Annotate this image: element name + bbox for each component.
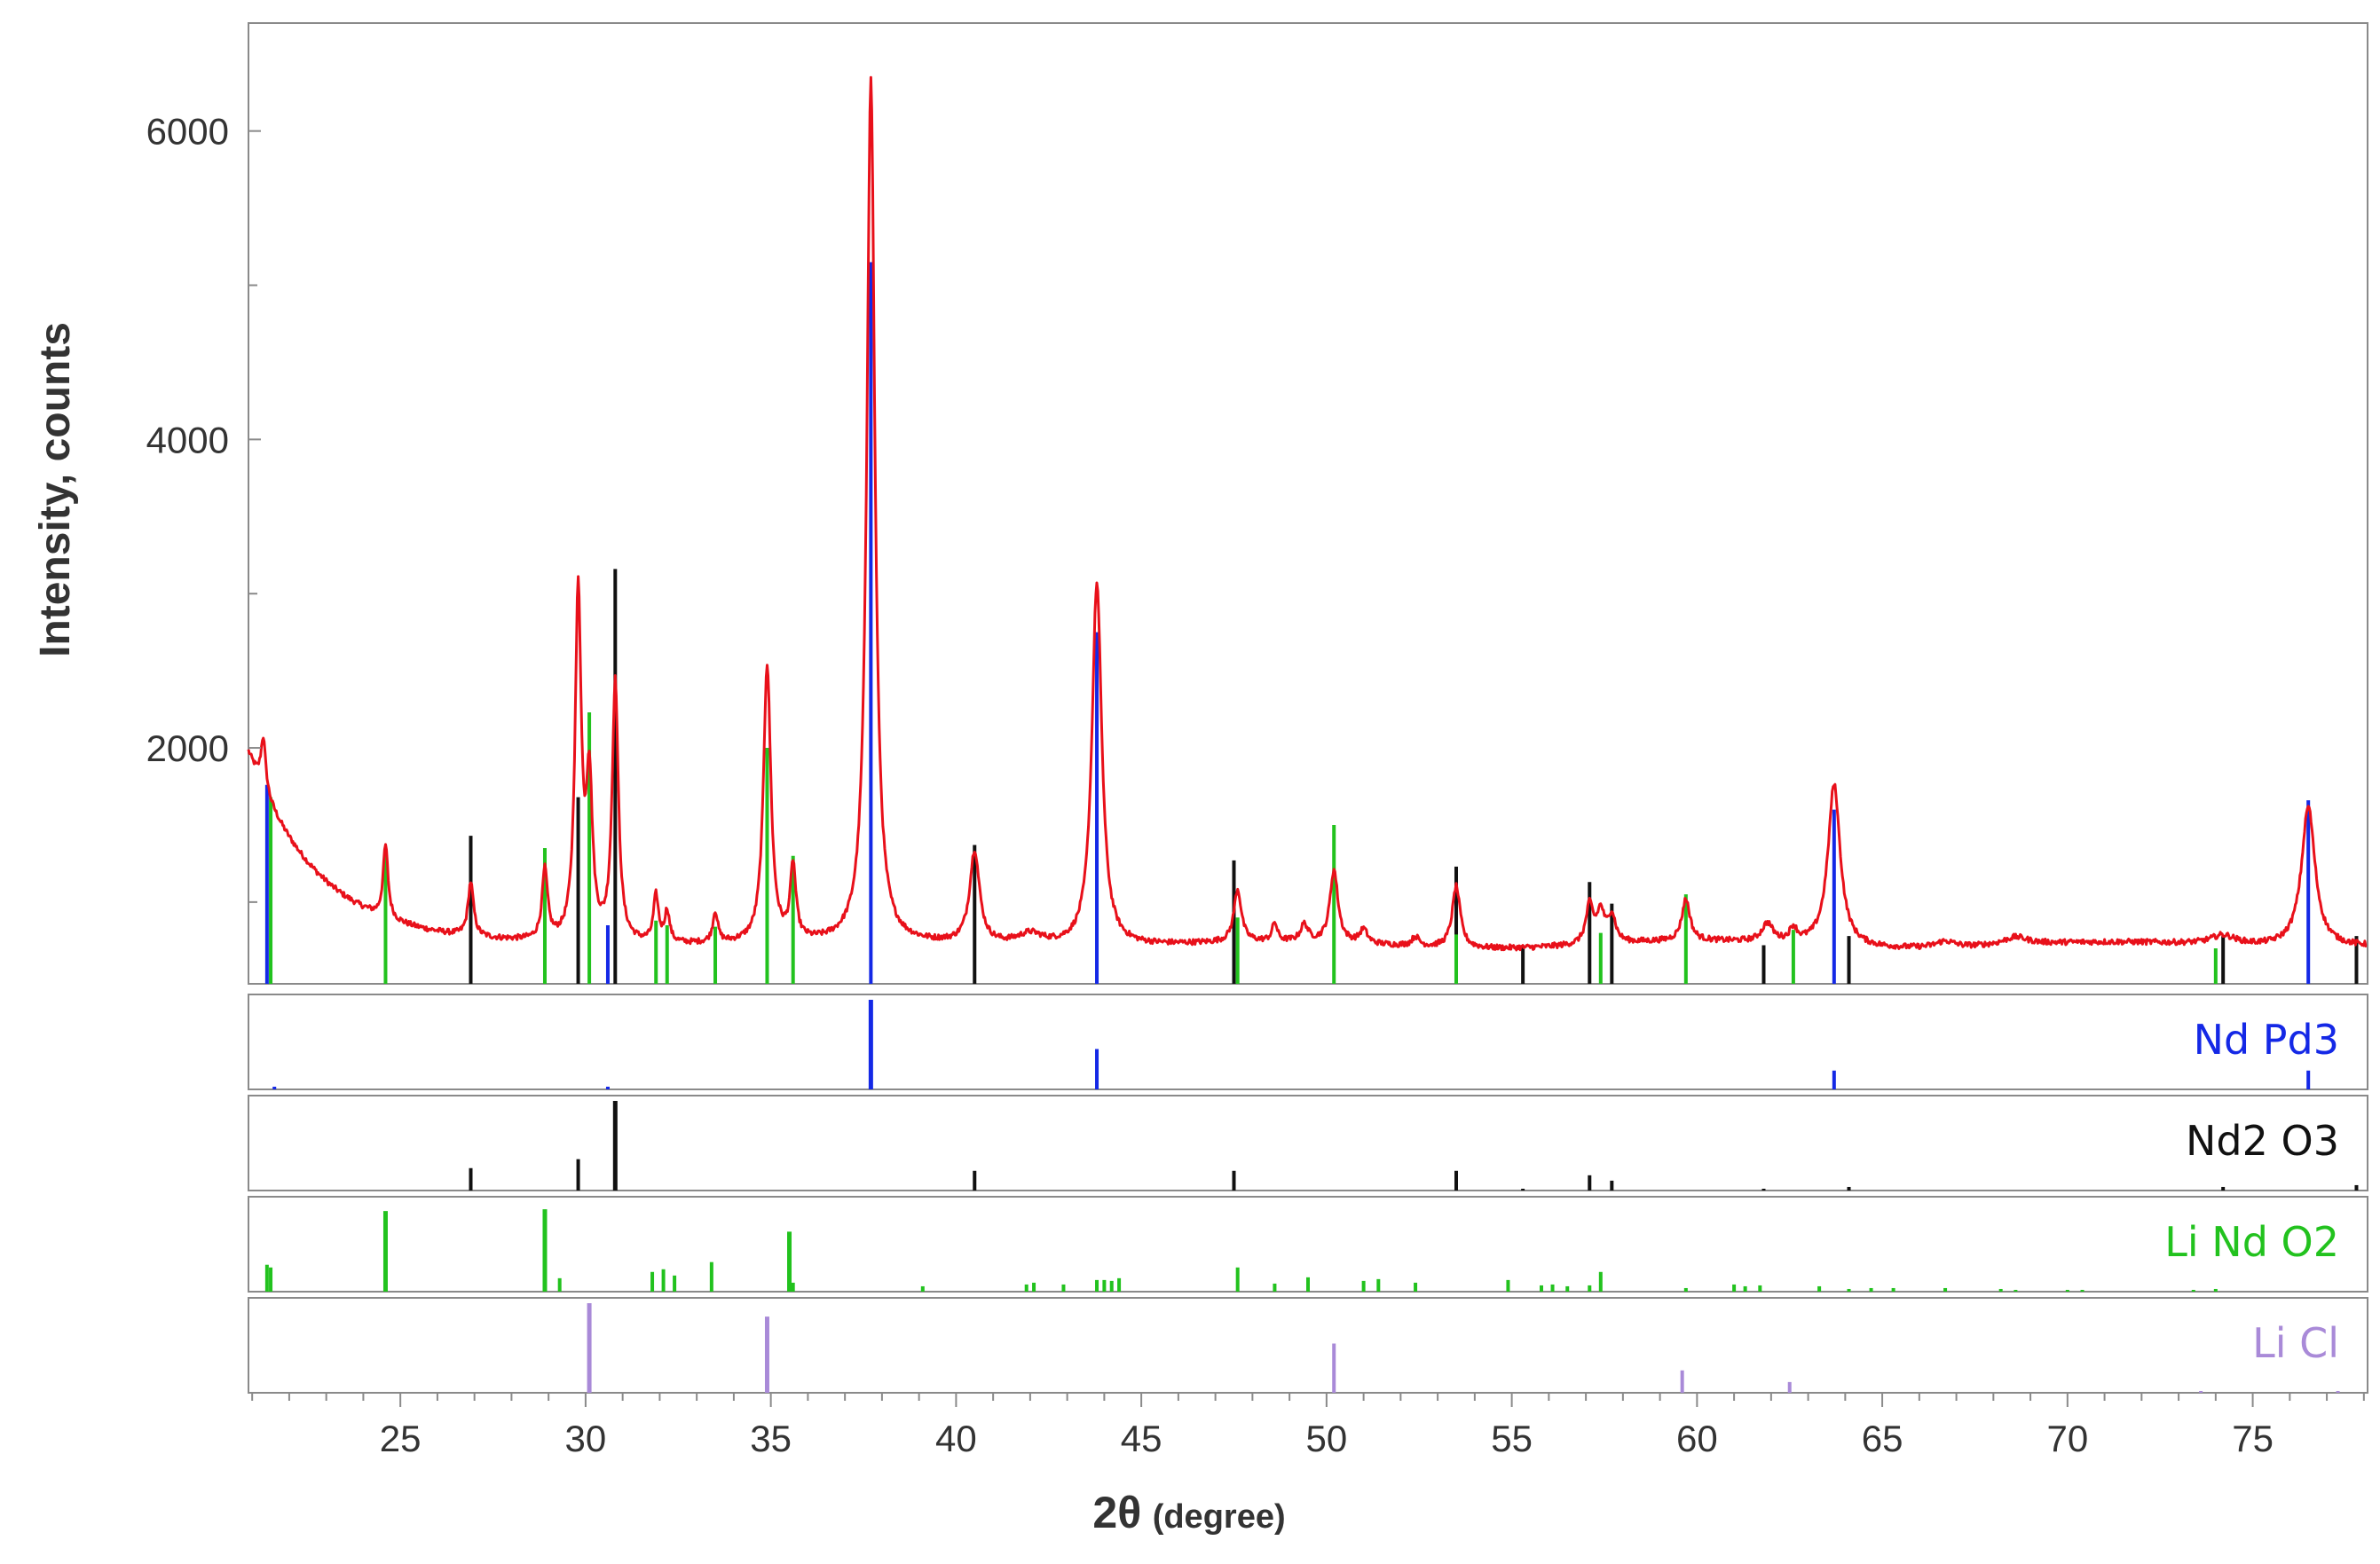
phase-label-nd-pd3: Nd Pd3: [2194, 1016, 2339, 1064]
phase-label-li-cl: Li Cl: [2252, 1319, 2339, 1367]
x-tick-label: 55: [1491, 1418, 1533, 1459]
x-tick-label: 60: [1676, 1418, 1718, 1459]
x-tick-label: 35: [750, 1418, 792, 1459]
panel-frame-nd-pd3: [248, 994, 2368, 1090]
x-tick-label: 70: [2046, 1418, 2088, 1459]
x-tick-label: 65: [1862, 1418, 1903, 1459]
x-tick-label: 50: [1306, 1418, 1348, 1459]
x-tick-label: 40: [935, 1418, 977, 1459]
phase-reference-lines-main: [264, 262, 2359, 984]
y-tick-label: 4000: [146, 419, 229, 460]
x-tick-label: 30: [565, 1418, 607, 1459]
main-plot-frame: [248, 22, 2368, 985]
panel-frame-li-cl: [248, 1297, 2368, 1394]
measured-pattern-line: [247, 75, 2368, 952]
phase-stick-panels: [264, 1000, 2359, 1393]
y-tick-label: 6000: [146, 111, 229, 153]
x-tick-label: 75: [2232, 1418, 2274, 1459]
y-tick-label: 2000: [146, 727, 229, 769]
phase-label-li-nd-o2: Li Nd O2: [2164, 1218, 2339, 1266]
y-axis: 2000 4000 6000: [146, 111, 261, 903]
panel-frame-nd2-o3: [248, 1095, 2368, 1191]
x-axis-title-symbol: 2θ: [1092, 1488, 1141, 1537]
x-axis-title: 2θ (degree): [1092, 1488, 1285, 1537]
x-tick-label: 45: [1121, 1418, 1162, 1459]
y-axis-title: Intensity, counts: [32, 322, 79, 657]
phase-label-nd2-o3: Nd2 O3: [2186, 1117, 2339, 1165]
x-axis: 25 30 35 40 45 50 55 60 65 70 75: [251, 1393, 2365, 1459]
x-tick-label: 25: [380, 1418, 422, 1459]
x-axis-title-unit: (degree): [1153, 1498, 1286, 1536]
